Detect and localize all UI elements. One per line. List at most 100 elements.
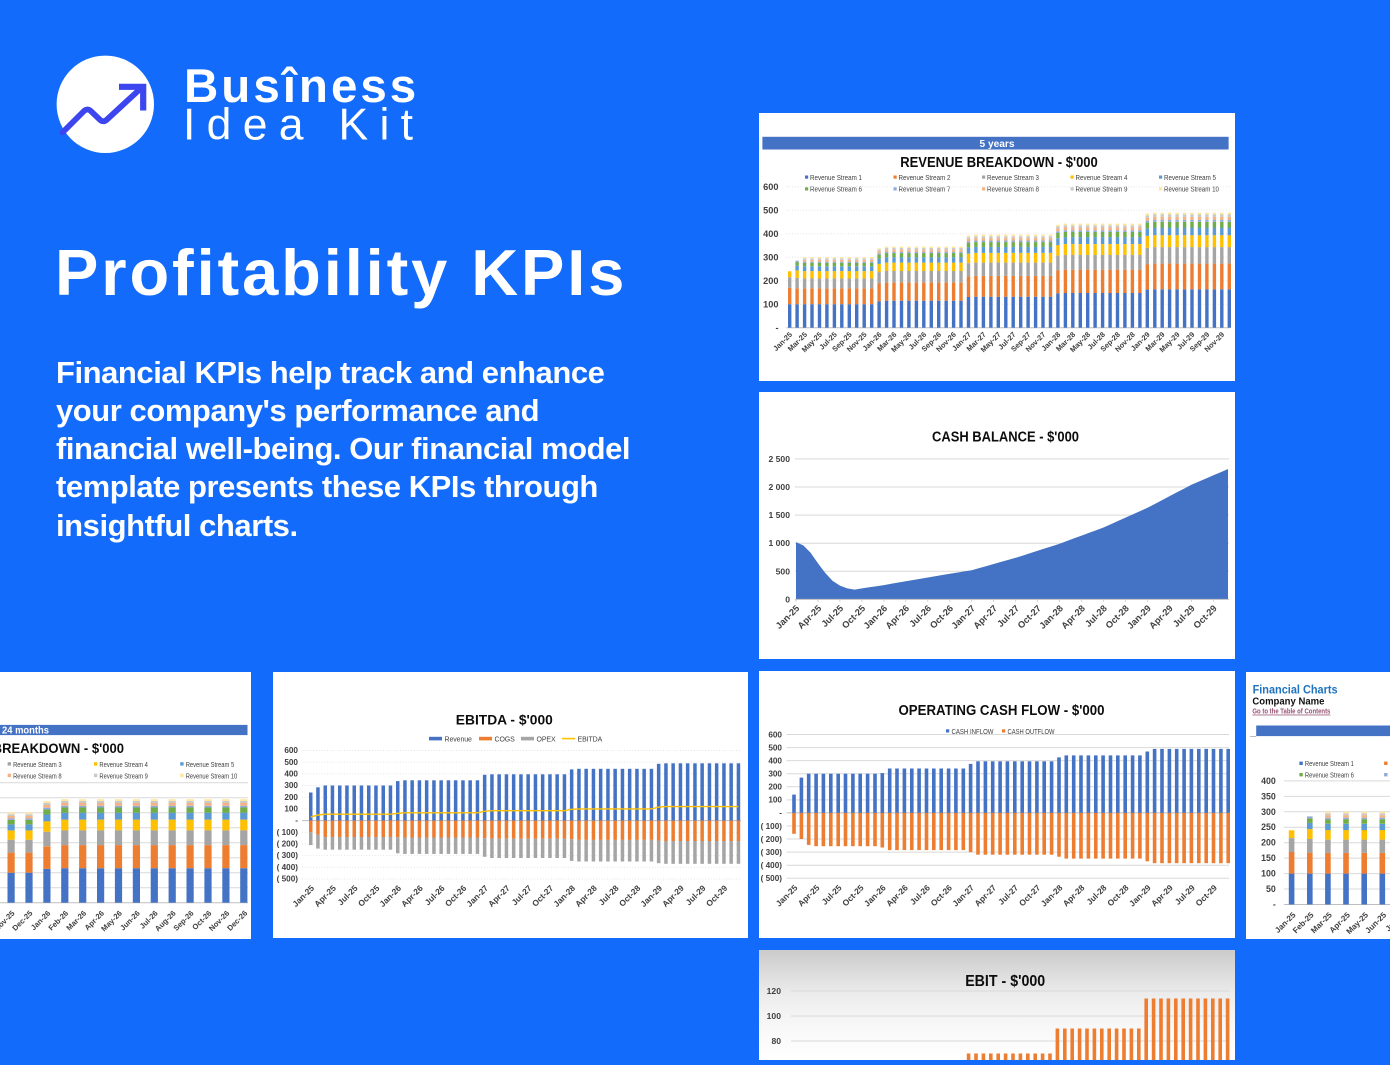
svg-text:Oct-28: Oct-28 xyxy=(616,883,642,909)
svg-text:Jan-26: Jan-26 xyxy=(861,882,887,908)
svg-text:Revenue Stream 4: Revenue Stream 4 xyxy=(1075,175,1127,182)
svg-text:( 100): ( 100) xyxy=(760,822,782,831)
svg-text:Jun-26: Jun-26 xyxy=(118,909,142,933)
svg-text:300: 300 xyxy=(1261,806,1276,816)
svg-text:Jan-29: Jan-29 xyxy=(638,883,664,909)
svg-text:COGS: COGS xyxy=(494,737,515,744)
svg-text:-: - xyxy=(775,323,778,333)
svg-text:Revenue Stream 6: Revenue Stream 6 xyxy=(810,187,862,194)
svg-text:350: 350 xyxy=(1261,791,1276,801)
svg-text:120: 120 xyxy=(766,986,781,996)
svg-text:Apr-25: Apr-25 xyxy=(795,603,823,631)
svg-text:0: 0 xyxy=(785,594,790,604)
svg-text:80: 80 xyxy=(771,1036,781,1046)
svg-text:Profitability KPIs: Profitability KPIs xyxy=(55,236,627,309)
svg-text:CASH BALANCE - $'000: CASH BALANCE - $'000 xyxy=(932,429,1079,445)
svg-text:Jul-26: Jul-26 xyxy=(422,883,446,907)
svg-text:Apr-26: Apr-26 xyxy=(883,882,909,908)
svg-text:Oct-26: Oct-26 xyxy=(442,883,468,909)
svg-text:( 200): ( 200) xyxy=(760,835,782,844)
svg-text:500: 500 xyxy=(775,566,790,576)
svg-text:Jan-27: Jan-27 xyxy=(949,603,977,631)
svg-text:1 500: 1 500 xyxy=(768,510,790,520)
svg-text:OPEX: OPEX xyxy=(536,737,555,744)
svg-text:Revenue Stream 3: Revenue Stream 3 xyxy=(987,175,1039,182)
svg-text:Jul-29: Jul-29 xyxy=(1172,882,1196,906)
svg-text:EBITDA: EBITDA xyxy=(577,737,602,744)
svg-text:300: 300 xyxy=(768,770,782,779)
svg-text:100: 100 xyxy=(1261,868,1276,878)
svg-text:400: 400 xyxy=(768,756,782,765)
svg-text:Revenue Stream 3: Revenue Stream 3 xyxy=(13,760,62,769)
svg-text:Oct-28: Oct-28 xyxy=(1105,882,1131,908)
svg-text:100: 100 xyxy=(284,805,298,814)
svg-text:( 500): ( 500) xyxy=(276,875,298,884)
svg-text:Apr-27: Apr-27 xyxy=(972,882,998,908)
svg-text:500: 500 xyxy=(768,743,782,752)
svg-text:( 100): ( 100) xyxy=(276,828,298,837)
svg-text:Jun-25: Jun-25 xyxy=(1364,910,1389,935)
svg-text:Apr-25: Apr-25 xyxy=(795,882,821,908)
svg-text:Jan-28: Jan-28 xyxy=(551,883,577,909)
svg-text:Oct-26: Oct-26 xyxy=(928,882,954,908)
svg-text:Jan-25: Jan-25 xyxy=(290,883,316,909)
svg-text:Oct-25: Oct-25 xyxy=(355,883,381,909)
svg-text:1 000: 1 000 xyxy=(768,538,790,548)
svg-text:Jul-28: Jul-28 xyxy=(1084,882,1108,906)
svg-text:( 400): ( 400) xyxy=(276,863,298,872)
svg-text:Revenue: Revenue xyxy=(444,737,472,744)
svg-text:300: 300 xyxy=(763,252,778,262)
svg-text:50: 50 xyxy=(1266,884,1276,894)
svg-text:150: 150 xyxy=(1261,853,1276,863)
svg-text:Apr-28: Apr-28 xyxy=(1060,882,1086,908)
svg-text:Revenue Stream 8: Revenue Stream 8 xyxy=(987,187,1039,194)
svg-text:400: 400 xyxy=(284,770,298,779)
svg-text:Jul-25: Jul-25 xyxy=(819,882,843,906)
svg-text:2 500: 2 500 xyxy=(768,454,790,464)
svg-text:Apr-29: Apr-29 xyxy=(1148,882,1174,908)
svg-text:Oct-29: Oct-29 xyxy=(703,883,729,909)
svg-text:EBITDA - $'000: EBITDA - $'000 xyxy=(455,711,552,727)
svg-text:Apr-26: Apr-26 xyxy=(398,883,424,909)
svg-text:Jul-25: Jul-25 xyxy=(335,883,359,907)
svg-text:Revenue Stream 2: Revenue Stream 2 xyxy=(898,175,950,182)
svg-text:Revenue Stream 10: Revenue Stream 10 xyxy=(1164,187,1219,194)
svg-text:Jul-26: Jul-26 xyxy=(907,882,931,906)
svg-text:Revenue Stream 10: Revenue Stream 10 xyxy=(186,771,238,780)
svg-text:Go to the Table of Contents: Go to the Table of Contents xyxy=(1252,706,1330,715)
svg-text:Jul-27: Jul-27 xyxy=(509,883,533,907)
svg-text:Jul-28: Jul-28 xyxy=(596,883,620,907)
svg-text:100: 100 xyxy=(766,1011,781,1021)
svg-text:Financial Charts: Financial Charts xyxy=(1253,682,1338,696)
svg-text:-: - xyxy=(295,816,298,825)
svg-text:Sep-26: Sep-26 xyxy=(172,909,196,933)
svg-text:-: - xyxy=(1273,899,1276,909)
svg-text:400: 400 xyxy=(763,229,778,239)
svg-text:Revenue Stream 7: Revenue Stream 7 xyxy=(898,187,950,194)
svg-text:2 000: 2 000 xyxy=(768,482,790,492)
svg-text:200: 200 xyxy=(763,276,778,286)
svg-text:Apr-29: Apr-29 xyxy=(1147,603,1175,631)
svg-text:250: 250 xyxy=(1261,822,1276,832)
svg-text:Idea Kit: Idea Kit xyxy=(183,100,424,149)
svg-text:Oct-27: Oct-27 xyxy=(1016,882,1042,908)
svg-text:Jan-27: Jan-27 xyxy=(464,883,490,909)
svg-text:REVENUE BREAKDOWN - $'000: REVENUE BREAKDOWN - $'000 xyxy=(0,741,124,757)
svg-text:Oct-27: Oct-27 xyxy=(529,883,555,909)
svg-text:Jul-29: Jul-29 xyxy=(683,883,707,907)
svg-text:500: 500 xyxy=(763,205,778,215)
svg-text:200: 200 xyxy=(768,783,782,792)
svg-text:Apr-25: Apr-25 xyxy=(312,883,338,909)
svg-text:Jul-27: Jul-27 xyxy=(996,882,1020,906)
svg-text:Jan-28: Jan-28 xyxy=(1038,882,1064,908)
svg-text:600: 600 xyxy=(284,746,298,755)
svg-text:300: 300 xyxy=(284,781,298,790)
svg-text:Oct-25: Oct-25 xyxy=(840,882,866,908)
svg-text:600: 600 xyxy=(768,730,782,739)
svg-text:5 years: 5 years xyxy=(979,138,1014,150)
svg-text:100: 100 xyxy=(768,796,782,805)
svg-text:400: 400 xyxy=(1261,776,1276,786)
svg-text:( 400): ( 400) xyxy=(760,861,782,870)
svg-text:500: 500 xyxy=(284,758,298,767)
svg-text:Revenue Stream 8: Revenue Stream 8 xyxy=(13,771,62,780)
